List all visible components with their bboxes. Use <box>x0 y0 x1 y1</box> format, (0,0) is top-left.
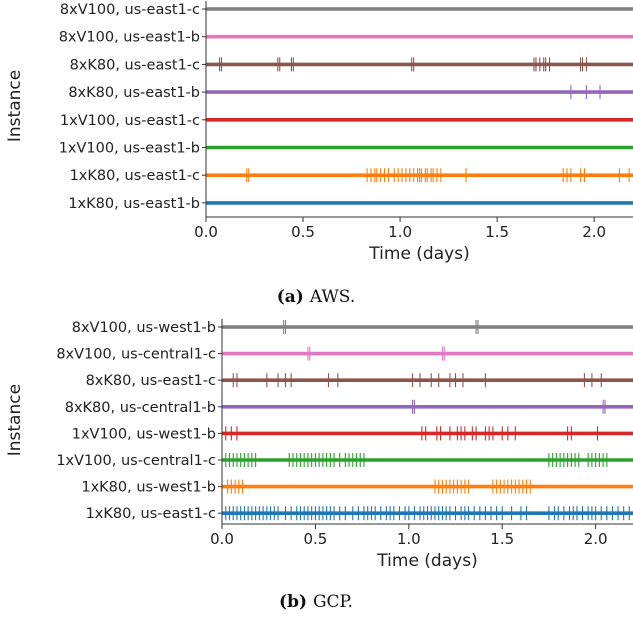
x-tick-label: 1.0 <box>388 223 412 241</box>
x-axis-title: Time (days) <box>376 551 477 571</box>
x-tick-label: 0.5 <box>303 530 327 548</box>
figure-caption: (b) GCP. <box>279 592 353 612</box>
y-tick-label: 1xK80, us-east1-c <box>70 168 200 184</box>
y-tick-label: 8xV100, us-central1-c <box>56 347 216 363</box>
y-tick-label: 8xK80, us-east1-c <box>86 373 216 389</box>
x-tick-label: 0.0 <box>194 223 218 241</box>
caption-text: AWS. <box>309 287 356 307</box>
y-tick-label: 1xK80, us-west1-b <box>81 480 216 496</box>
x-tick-label: 0.5 <box>291 223 315 241</box>
chart-gcp: 1xK80, us-east1-c 1xK80, us-west1-b 1xV100… <box>5 319 633 612</box>
x-tick-label: 2.0 <box>582 223 606 241</box>
caption-tag: (b) <box>279 592 313 612</box>
x-axis-title: Time (days) <box>368 244 469 264</box>
y-tick-label: 8xV100, us-west1-b <box>72 320 216 336</box>
y-tick-label: 8xK80, us-east1-c <box>70 57 200 73</box>
x-tick-label: 0.0 <box>210 530 234 548</box>
y-tick-label: 1xK80, us-east1-c <box>86 506 216 522</box>
y-tick-label: 8xV100, us-east1-c <box>60 2 200 18</box>
x-tick-label: 2.0 <box>584 530 608 548</box>
y-tick-label: 1xK80, us-east1-b <box>68 196 200 212</box>
x-tick-label: 1.5 <box>490 530 514 548</box>
caption-text: GCP. <box>313 592 353 612</box>
y-tick-label: 1xV100, us-east1-c <box>60 113 200 129</box>
y-tick-label: 8xK80, us-east1-b <box>68 85 200 101</box>
figure-caption: (a) AWS. <box>277 287 356 307</box>
y-tick-label: 1xV100, us-west1-b <box>72 426 216 442</box>
y-axis-title: Instance <box>5 384 25 456</box>
y-tick-label: 8xV100, us-east1-b <box>59 30 200 46</box>
y-tick-label: 1xV100, us-central1-c <box>56 453 216 469</box>
chart-aws: 1xK80, us-east1-b 1xK80, us-east1-c 1xV100… <box>5 1 633 307</box>
x-tick-label: 1.5 <box>485 223 509 241</box>
y-axis-title: Instance <box>5 70 25 142</box>
caption-tag: (a) <box>277 287 310 307</box>
y-tick-label: 8xK80, us-central1-b <box>65 400 216 416</box>
y-tick-label: 1xV100, us-east1-b <box>59 141 200 157</box>
x-tick-label: 1.0 <box>397 530 421 548</box>
